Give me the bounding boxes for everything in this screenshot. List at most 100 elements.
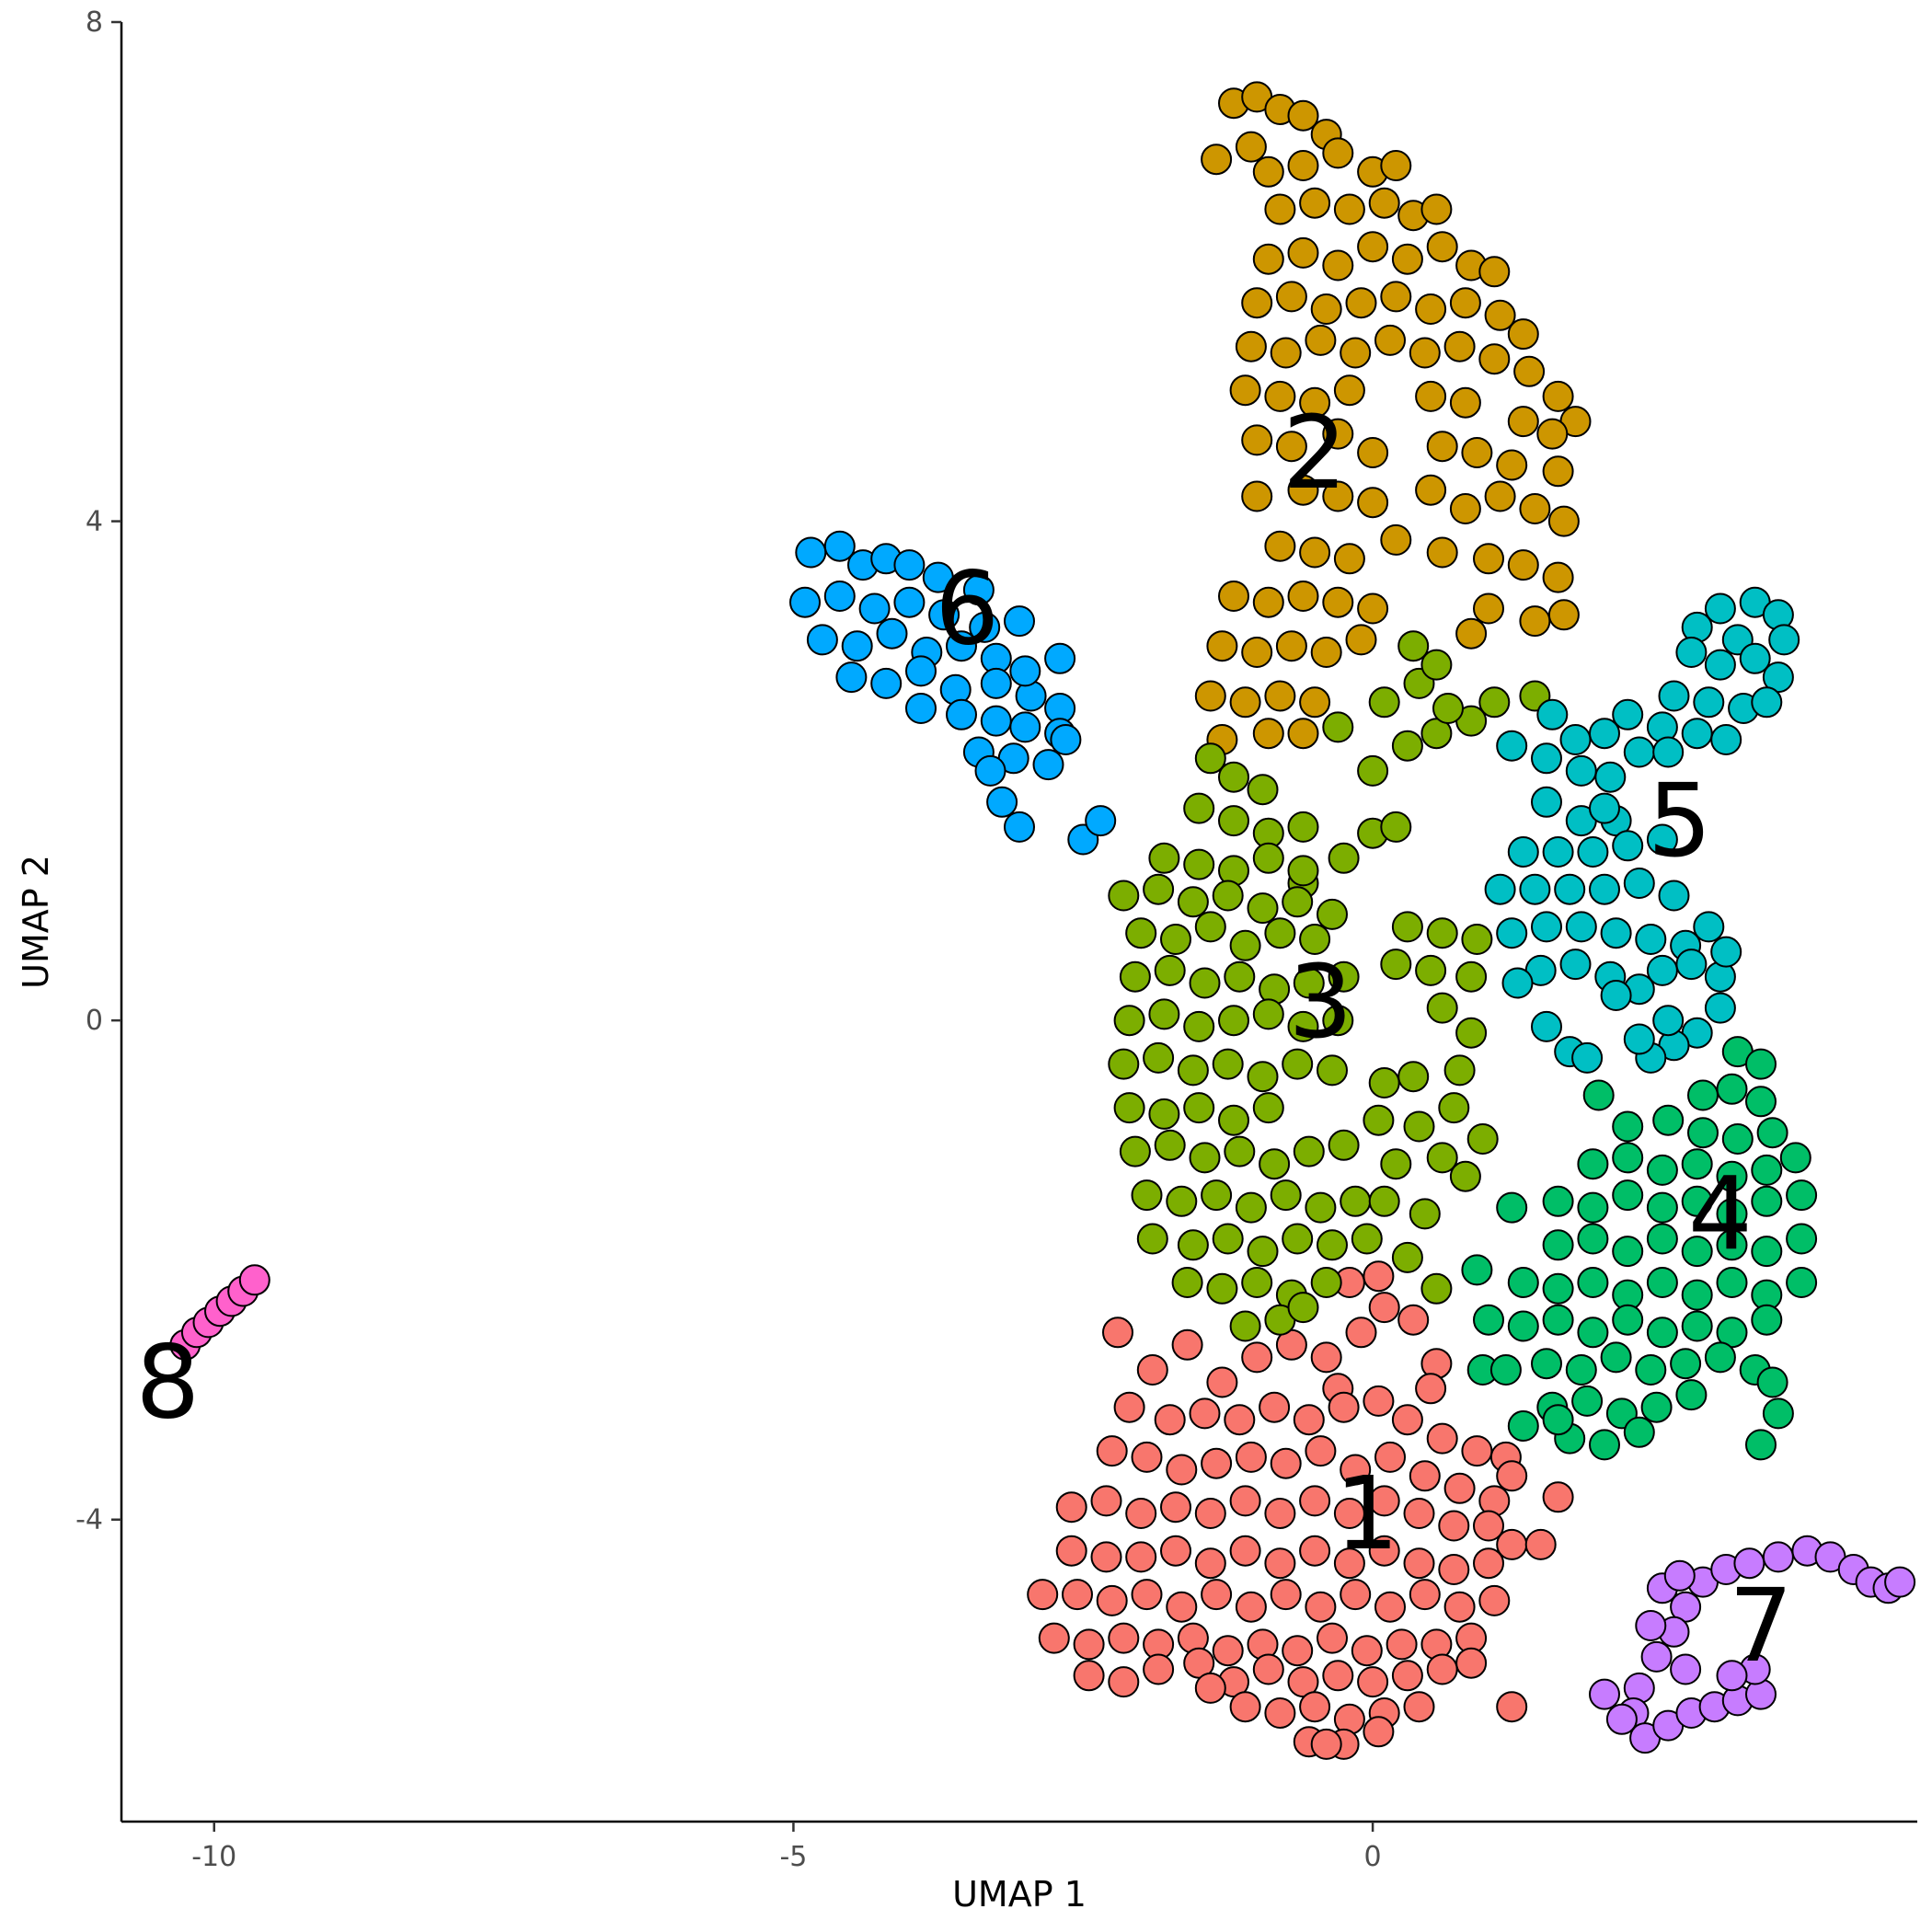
cluster-2-point — [1380, 523, 1412, 556]
cluster-1-point — [1415, 1373, 1447, 1405]
cluster-5-point — [1531, 786, 1562, 818]
cluster-2-point — [1264, 530, 1296, 562]
cluster-3-point — [1136, 1223, 1168, 1255]
cluster-2-point — [1449, 493, 1481, 524]
cluster-4-point — [1531, 1348, 1562, 1380]
cluster-1-point — [1160, 1491, 1191, 1524]
cluster-5-point — [1531, 911, 1562, 943]
cluster-2-point — [1391, 243, 1423, 275]
cluster-2-point — [1235, 330, 1267, 362]
cluster-1-point — [1409, 1460, 1441, 1492]
cluster-8-points — [169, 1264, 270, 1361]
cluster-5-point — [1652, 1005, 1685, 1037]
cluster-4-point — [1652, 1104, 1685, 1136]
cluster-3-point — [1183, 1092, 1215, 1124]
cluster-2-point — [1264, 193, 1296, 225]
cluster-3-point — [1108, 880, 1140, 912]
cluster-6-point — [962, 574, 995, 606]
cluster-2-point — [1473, 543, 1504, 575]
cluster-6-point — [974, 754, 1006, 787]
cluster-3-point — [1397, 630, 1430, 662]
cluster-1-point — [1310, 1341, 1342, 1374]
cluster-1-points — [1027, 1260, 1574, 1760]
cluster-5-point — [1496, 730, 1528, 762]
cluster-2-point — [1333, 374, 1365, 407]
cluster-5-point — [1507, 836, 1539, 868]
cluster-5-point — [1751, 686, 1783, 719]
x-tick-label: -10 — [191, 1841, 236, 1873]
cluster-1-point — [1229, 1535, 1261, 1567]
cluster-4-point — [1640, 1391, 1673, 1423]
cluster-1-point — [1252, 1653, 1284, 1685]
cluster-3-point — [1310, 1267, 1342, 1298]
cluster-1-point — [1108, 1622, 1140, 1654]
cluster-5-point — [1739, 642, 1771, 674]
cluster-3-point — [1317, 898, 1348, 930]
cluster-2-point — [1513, 355, 1546, 387]
cluster-1-point — [1102, 1317, 1133, 1349]
cluster-3-point — [1247, 1236, 1279, 1268]
cluster-6-point — [789, 586, 821, 618]
cluster-4-point — [1687, 1117, 1719, 1149]
cluster-1-point — [1125, 1498, 1157, 1529]
cluster-2-point — [1542, 380, 1574, 412]
cluster-5-point — [1496, 917, 1528, 949]
cluster-4-point — [1646, 1191, 1678, 1224]
cluster-5-point — [1612, 698, 1644, 730]
cluster-1-point — [1229, 1691, 1261, 1723]
cluster-1-point — [1194, 1547, 1226, 1580]
cluster-3-point — [1224, 1135, 1256, 1167]
y-tick-label: -4 — [75, 1504, 103, 1536]
cluster-3-point — [1380, 949, 1412, 981]
cluster-3-point — [1282, 1048, 1314, 1080]
cluster-5-point — [1501, 967, 1534, 999]
cluster-6-point — [823, 530, 856, 562]
cluster-1-point — [1443, 1472, 1476, 1504]
cluster-2-point — [1287, 99, 1319, 132]
cluster-6-point — [1004, 605, 1035, 638]
cluster-6-point — [893, 549, 926, 581]
cluster-3-point — [1148, 1098, 1180, 1130]
cluster-2-point — [1241, 424, 1273, 456]
cluster-2-point — [1426, 231, 1458, 263]
cluster-6-point — [1009, 711, 1041, 743]
cluster-2-point — [1264, 380, 1296, 412]
cluster-3-point — [1148, 998, 1180, 1030]
cluster-3-point — [1328, 960, 1360, 993]
cluster-4-point — [1571, 1385, 1604, 1417]
cluster-2-point — [1287, 150, 1319, 181]
cluster-4-point — [1751, 1185, 1783, 1217]
cluster-2-point — [1542, 455, 1574, 488]
cluster-1-point — [1391, 1660, 1423, 1692]
cluster-label-3: 3 — [1288, 943, 1352, 1061]
cluster-1-point — [1171, 1328, 1203, 1361]
cluster-1-point — [1108, 1666, 1140, 1698]
cluster-6-point — [823, 581, 856, 612]
cluster-5-point — [1565, 911, 1597, 943]
cluster-1-point — [1194, 1498, 1226, 1529]
cluster-5-point — [1612, 830, 1644, 862]
cluster-5-point — [1554, 873, 1586, 905]
cluster-3-point — [1287, 811, 1319, 843]
cluster-1-point — [1224, 1404, 1256, 1436]
cluster-2-point — [1380, 150, 1412, 181]
cluster-5-point — [1710, 724, 1742, 755]
cluster-1-point — [1206, 1366, 1238, 1398]
cluster-1-point — [1073, 1628, 1105, 1661]
cluster-3-point — [1229, 929, 1261, 961]
cluster-3-point — [1420, 1272, 1453, 1305]
cluster-1-point — [1317, 1622, 1348, 1654]
cluster-5-point — [1571, 1041, 1604, 1074]
cluster-2-point — [1357, 437, 1389, 468]
cluster-2-point — [1478, 343, 1511, 375]
cluster-3-point — [1368, 686, 1400, 719]
cluster-5-point — [1565, 754, 1597, 787]
cluster-4-point — [1496, 1191, 1528, 1224]
cluster-2-point — [1322, 480, 1354, 512]
cluster-1-point — [1125, 1541, 1157, 1573]
cluster-1-point — [1235, 1441, 1267, 1473]
cluster-1-point — [1368, 1485, 1400, 1517]
cluster-2-point — [1322, 249, 1354, 282]
cluster-3-point — [1212, 880, 1244, 912]
cluster-3-point — [1380, 811, 1412, 843]
